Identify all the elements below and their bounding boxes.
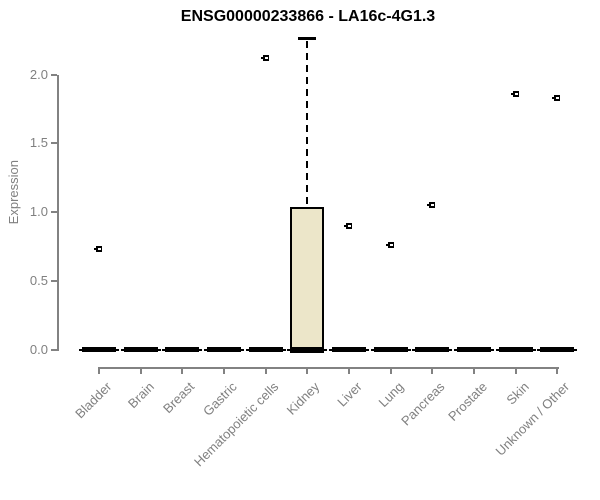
median-bar xyxy=(499,347,533,352)
median-bar xyxy=(415,347,449,352)
x-axis-tick xyxy=(265,368,267,374)
x-tick-label: Skin xyxy=(503,379,532,408)
y-tick-label: 1.0 xyxy=(29,204,48,219)
x-axis-tick xyxy=(515,368,517,374)
outlier-marker-slit xyxy=(390,244,393,246)
x-tick-label: Brain xyxy=(124,379,157,412)
x-axis-tick xyxy=(223,368,225,374)
outlier-marker-slit xyxy=(265,57,268,59)
x-axis-tick xyxy=(473,368,475,374)
chart-title: ENSG00000233866 - LA16c-4G1.3 xyxy=(180,8,436,25)
y-axis-tick xyxy=(51,142,57,144)
y-tick-label: 0.5 xyxy=(29,273,48,288)
x-tick-label: Lung xyxy=(375,379,407,411)
outlier-marker-nub xyxy=(261,57,263,59)
y-axis-tick xyxy=(51,349,57,351)
x-tick-label: Gastric xyxy=(199,379,240,419)
median-bar xyxy=(249,347,283,352)
outlier-marker-slit xyxy=(348,225,351,227)
outlier-marker-slit xyxy=(431,204,434,206)
outlier-marker xyxy=(386,242,394,248)
median-bar xyxy=(124,347,158,352)
outlier-marker-nub xyxy=(427,204,429,206)
outlier-marker xyxy=(511,91,519,97)
x-axis-tick xyxy=(556,368,558,374)
x-tick-label: Unknown / Other xyxy=(493,379,573,459)
x-axis-tick xyxy=(98,368,100,374)
outlier-marker xyxy=(261,55,269,61)
median-bar xyxy=(540,347,574,352)
x-axis-tick xyxy=(348,368,350,374)
x-tick-label: Pancreas xyxy=(398,379,448,429)
y-axis-tick xyxy=(51,211,57,213)
x-tick-label: Liver xyxy=(334,379,365,410)
outlier-marker-slit xyxy=(515,93,518,95)
median-bar xyxy=(82,347,116,352)
x-axis-line xyxy=(98,367,559,369)
outlier-marker xyxy=(94,246,102,252)
outlier-marker-nub xyxy=(552,97,554,99)
whisker-cap xyxy=(298,37,316,40)
median-bar xyxy=(332,347,366,352)
y-axis-line xyxy=(57,75,59,351)
y-tick-label: 0.0 xyxy=(29,342,48,357)
whisker-line xyxy=(306,41,308,206)
outlier-marker-slit xyxy=(98,248,101,250)
x-axis-tick xyxy=(306,368,308,374)
outlier-marker-nub xyxy=(94,248,96,250)
x-tick-label: Bladder xyxy=(72,379,115,422)
median-bar xyxy=(290,347,324,352)
y-tick-label: 2.0 xyxy=(29,67,48,82)
outlier-marker-nub xyxy=(386,244,388,246)
median-bar xyxy=(165,347,199,352)
boxplot-box xyxy=(290,207,324,353)
x-axis-tick xyxy=(140,368,142,374)
x-axis-tick xyxy=(431,368,433,374)
x-tick-label: Prostate xyxy=(444,379,490,424)
median-bar xyxy=(374,347,408,352)
outlier-marker-nub xyxy=(511,93,513,95)
outlier-marker-slit xyxy=(556,97,559,99)
y-axis-tick xyxy=(51,280,57,282)
x-axis-tick xyxy=(390,368,392,374)
y-axis-tick xyxy=(51,74,57,76)
x-tick-label: Kidney xyxy=(283,379,323,418)
outlier-marker xyxy=(344,223,352,229)
outlier-marker xyxy=(427,202,435,208)
x-axis-tick xyxy=(181,368,183,374)
median-bar xyxy=(207,347,241,352)
x-tick-label: Breast xyxy=(160,379,198,417)
outlier-marker xyxy=(552,95,560,101)
outlier-marker-nub xyxy=(344,225,346,227)
y-tick-label: 1.5 xyxy=(29,135,48,150)
median-bar xyxy=(457,347,491,352)
